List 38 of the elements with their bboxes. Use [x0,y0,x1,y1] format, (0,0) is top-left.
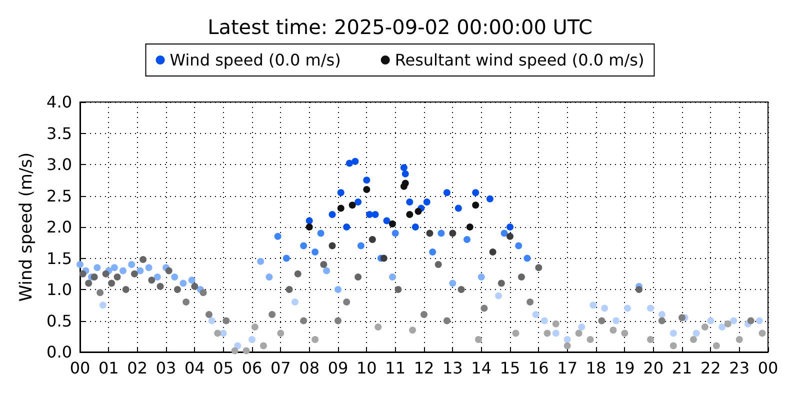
x-tick-label: 15 [500,358,520,378]
y-axis-title: Wind speed (m/s) [16,152,36,302]
x-tick-label: 08 [299,358,320,378]
x-tick-label: 21 [672,358,692,378]
chart-title: Latest time: 2025-09-02 00:00:00 UTC [208,15,592,39]
x-tick-label: 06 [242,358,262,378]
x-tick-label: 18 [586,358,606,378]
x-tick-label: 11 [385,358,406,378]
y-tick-label: 4.0 [46,92,72,112]
x-tick-label: 07 [270,358,291,378]
x-tick-label: 23 [729,358,750,378]
x-tick-label: 10 [356,358,377,378]
y-tick-label: 1.5 [46,248,72,268]
x-tick-label: 13 [442,358,463,378]
x-tick-label: 20 [643,358,664,378]
y-tick-label: 0.0 [46,342,72,362]
legend-label: Wind speed (0.0 m/s) [170,50,341,70]
x-tick-label: 19 [614,358,635,378]
y-tick-label: 3.0 [46,155,72,174]
y-tick-label: 3.5 [46,124,72,143]
x-tick-label: 00 [70,358,90,378]
x-tick-label: 09 [328,358,348,378]
y-tick-label: 1.0 [46,280,72,299]
x-tick-label: 00 [758,358,778,378]
x-tick-label: 16 [528,358,549,378]
x-tick-label: 01 [98,358,119,378]
y-tick-label: 2.5 [46,186,72,206]
y-tick-label: 2.0 [46,218,72,236]
x-tick-label: 05 [213,358,234,378]
y-tick-label: 0.5 [46,311,72,330]
x-tick-label: 12 [414,358,434,378]
x-tick-label: 14 [471,358,492,378]
x-tick-label: 17 [557,358,578,378]
x-tick-label: 22 [700,358,721,378]
x-tick-label: 04 [184,358,205,378]
x-tick-label: 02 [127,358,148,378]
x-tick-label: 03 [156,358,176,378]
legend-label: Resultant wind speed (0.0 m/s) [394,50,644,70]
